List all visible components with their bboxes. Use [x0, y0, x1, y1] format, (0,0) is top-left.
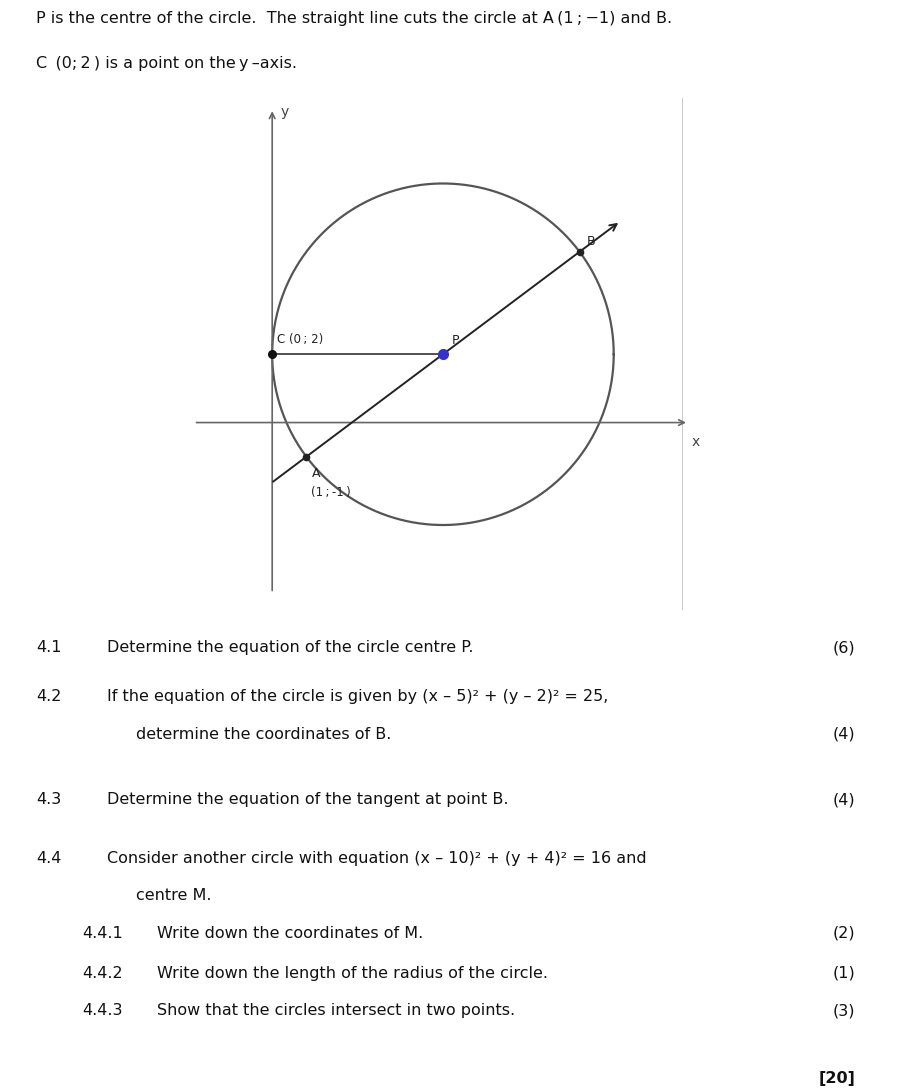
Text: (1): (1) [832, 966, 854, 981]
Text: 4.4.2: 4.4.2 [82, 966, 123, 981]
Text: P is the centre of the circle.  The straight line cuts the circle at A (1 ; −1) : P is the centre of the circle. The strai… [36, 11, 672, 26]
Text: [20]: [20] [817, 1071, 854, 1087]
Text: Write down the coordinates of M.: Write down the coordinates of M. [156, 926, 423, 941]
Text: (6): (6) [832, 640, 854, 655]
Text: B: B [586, 235, 594, 249]
Text: C  (0; 2 ) is a point on the y –axis.: C (0; 2 ) is a point on the y –axis. [36, 56, 297, 71]
Text: 4.1: 4.1 [36, 640, 61, 655]
Text: (1 ; -1 ): (1 ; -1 ) [312, 486, 351, 499]
Text: Determine the equation of the tangent at point B.: Determine the equation of the tangent at… [107, 792, 507, 808]
Text: A: A [312, 467, 320, 480]
Text: If the equation of the circle is given by (x – 5)² + (y – 2)² = 25,: If the equation of the circle is given b… [107, 689, 608, 704]
Text: P: P [451, 335, 459, 348]
Text: (3): (3) [832, 1003, 854, 1018]
Text: (2): (2) [832, 926, 854, 941]
Text: 4.4.3: 4.4.3 [82, 1003, 122, 1018]
Text: Consider another circle with equation (x – 10)² + (y + 4)² = 16 and: Consider another circle with equation (x… [107, 851, 646, 865]
Text: 4.4.1: 4.4.1 [82, 926, 123, 941]
Text: (4): (4) [832, 792, 854, 808]
Text: Write down the length of the radius of the circle.: Write down the length of the radius of t… [156, 966, 547, 981]
Text: Determine the equation of the circle centre P.: Determine the equation of the circle cen… [107, 640, 473, 655]
Text: 4.2: 4.2 [36, 689, 61, 704]
Text: 4.4: 4.4 [36, 851, 61, 865]
Text: C (0 ; 2): C (0 ; 2) [277, 332, 323, 346]
Text: Show that the circles intersect in two points.: Show that the circles intersect in two p… [156, 1003, 515, 1018]
Text: x: x [691, 435, 699, 448]
Text: y: y [281, 105, 289, 119]
Text: (4): (4) [832, 727, 854, 742]
Text: determine the coordinates of B.: determine the coordinates of B. [135, 727, 391, 742]
Text: 4.3: 4.3 [36, 792, 61, 808]
Text: centre M.: centre M. [135, 888, 211, 904]
